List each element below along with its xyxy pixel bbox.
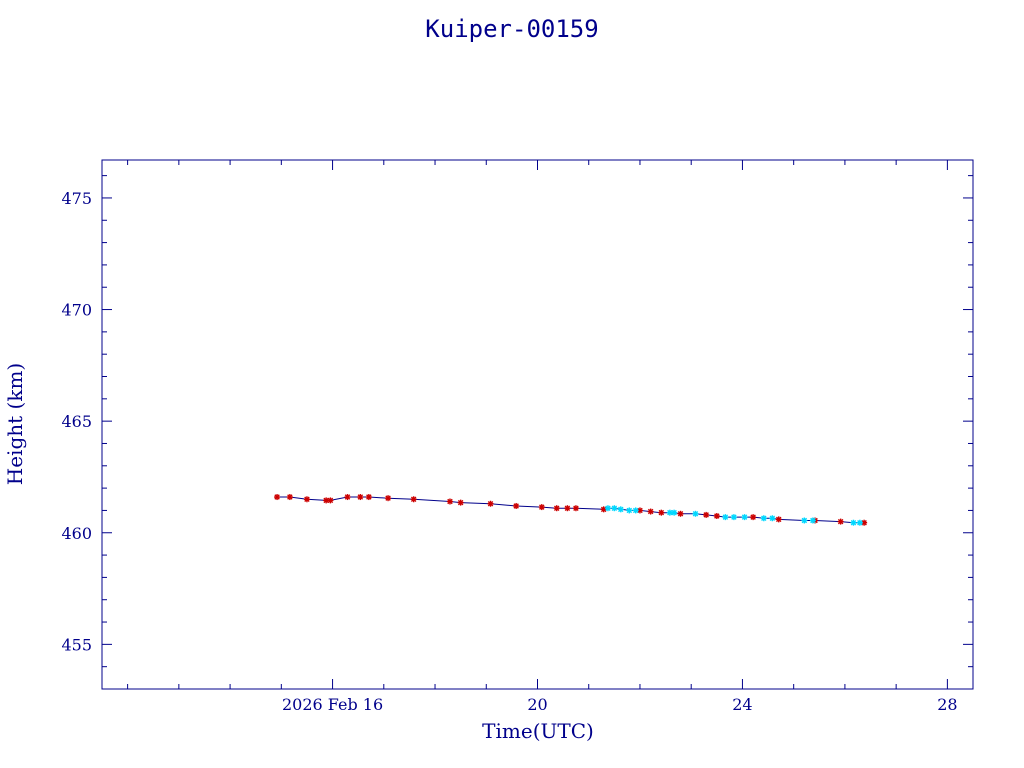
data-point xyxy=(538,504,545,511)
plot-frame xyxy=(101,159,974,690)
y-tick-label: 455 xyxy=(61,635,92,654)
data-point xyxy=(801,517,808,524)
data-point xyxy=(604,505,611,512)
data-points xyxy=(274,494,868,526)
data-point xyxy=(850,519,857,526)
x-tick-label: 24 xyxy=(732,695,752,714)
data-point xyxy=(410,496,417,503)
x-tick-labels: 2026 Feb 16 20 24 28 xyxy=(282,695,958,714)
data-point xyxy=(286,494,293,501)
data-point xyxy=(365,494,372,501)
data-point xyxy=(385,495,392,502)
data-point xyxy=(703,511,710,518)
chart-title: Kuiper-00159 xyxy=(425,15,598,43)
data-point xyxy=(837,518,844,525)
data-point xyxy=(809,517,816,524)
data-point xyxy=(632,507,639,514)
y-axis-label: Height (km) xyxy=(3,363,27,485)
x-tick-label: 2026 Feb 16 xyxy=(282,695,383,714)
data-point xyxy=(713,513,720,520)
data-point xyxy=(357,494,364,501)
data-point xyxy=(658,509,665,516)
data-point xyxy=(647,508,654,515)
data-point xyxy=(344,494,351,501)
data-point xyxy=(327,497,334,504)
data-point xyxy=(513,502,520,509)
data-point xyxy=(487,500,494,507)
data-point xyxy=(626,507,633,514)
y-tick-labels: 455 460 465 470 475 xyxy=(61,189,92,654)
data-point xyxy=(722,514,729,521)
x-tick-label: 28 xyxy=(937,695,957,714)
y-tick-label: 475 xyxy=(61,189,92,208)
y-tick-label: 470 xyxy=(61,301,92,320)
data-point xyxy=(303,496,310,503)
data-point xyxy=(775,516,782,523)
data-point xyxy=(617,506,624,513)
data-point xyxy=(636,507,643,514)
x-axis-label: Time(UTC) xyxy=(482,719,594,743)
data-point xyxy=(692,510,699,517)
data-point xyxy=(564,505,571,512)
data-point xyxy=(769,515,776,522)
data-point xyxy=(741,514,748,521)
data-point xyxy=(274,494,281,501)
data-point xyxy=(611,505,618,512)
data-point xyxy=(457,499,464,506)
data-point xyxy=(730,514,737,521)
x-tick-label: 20 xyxy=(527,695,547,714)
data-point xyxy=(446,498,453,505)
data-point xyxy=(856,519,863,526)
data-point xyxy=(553,505,560,512)
data-point xyxy=(600,506,607,513)
data-point xyxy=(677,510,684,517)
data-point xyxy=(760,515,767,522)
y-tick-label: 465 xyxy=(61,412,92,431)
axis-ticks xyxy=(102,160,973,690)
data-point xyxy=(671,509,678,516)
data-point xyxy=(750,514,757,521)
y-tick-label: 460 xyxy=(61,524,92,543)
data-point xyxy=(572,505,579,512)
